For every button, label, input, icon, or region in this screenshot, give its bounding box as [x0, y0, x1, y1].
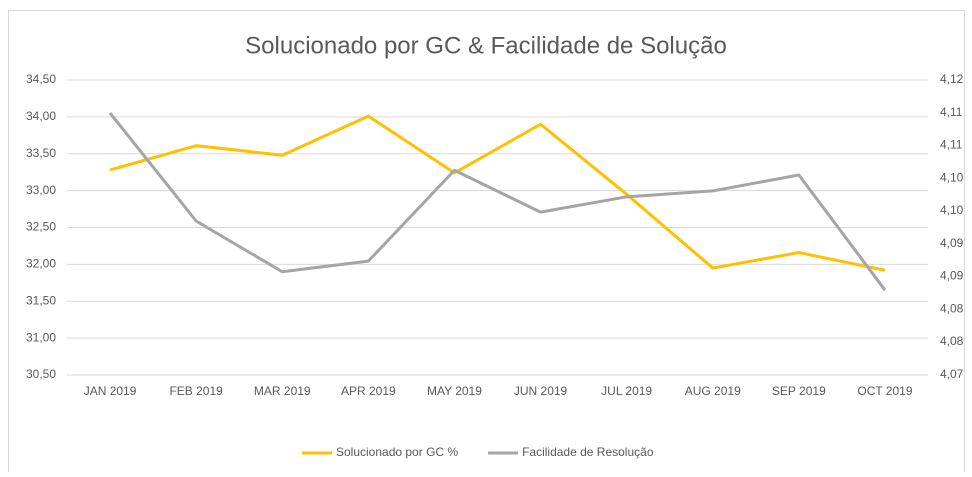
x-tick-label: JAN 2019	[84, 384, 137, 398]
y2-tick-label: 4,09	[940, 269, 964, 283]
x-tick-label: JUN 2019	[514, 384, 568, 398]
y-tick-label: 34,50	[26, 72, 56, 86]
y2-tick-label: 4,11	[940, 105, 963, 119]
x-tick-label: JUL 2019	[601, 384, 652, 398]
legend-label: Solucionado por GC %	[336, 445, 458, 459]
y-tick-label: 31,50	[26, 293, 56, 307]
y-tick-label: 32,00	[26, 257, 56, 271]
y2-tick-label: 4,11	[940, 138, 963, 152]
y2-tick-label: 4,08	[940, 334, 964, 348]
x-tick-label: FEB 2019	[169, 384, 223, 398]
y2-tick-label: 4,08	[940, 302, 964, 316]
y2-tick-label: 4,09	[940, 236, 964, 250]
y-tick-label: 33,50	[26, 146, 56, 160]
x-tick-label: AUG 2019	[685, 384, 741, 398]
x-tick-label: MAR 2019	[254, 384, 311, 398]
x-tick-label: SEP 2019	[772, 384, 826, 398]
y-tick-label: 30,50	[26, 367, 56, 381]
series-line	[108, 112, 887, 291]
legend-label: Facilidade de Resolução	[522, 445, 654, 459]
x-tick-label: MAY 2019	[427, 384, 482, 398]
y2-tick-label: 4,10	[940, 171, 964, 185]
y2-tick-label: 4,07	[940, 367, 964, 381]
y-tick-label: 33,00	[26, 183, 56, 197]
y2-tick-label: 4,10	[940, 203, 964, 217]
y-tick-label: 31,00	[26, 330, 56, 344]
x-tick-label: APR 2019	[341, 384, 396, 398]
y-tick-label: 34,00	[26, 109, 56, 123]
chart-title: Solucionado por GC & Facilidade de Soluç…	[245, 32, 727, 59]
series-line	[109, 114, 886, 272]
x-tick-label: OCT 2019	[857, 384, 912, 398]
chart-border	[8, 10, 965, 477]
y2-tick-label: 4,12	[940, 72, 964, 86]
y-tick-label: 32,50	[26, 220, 56, 234]
